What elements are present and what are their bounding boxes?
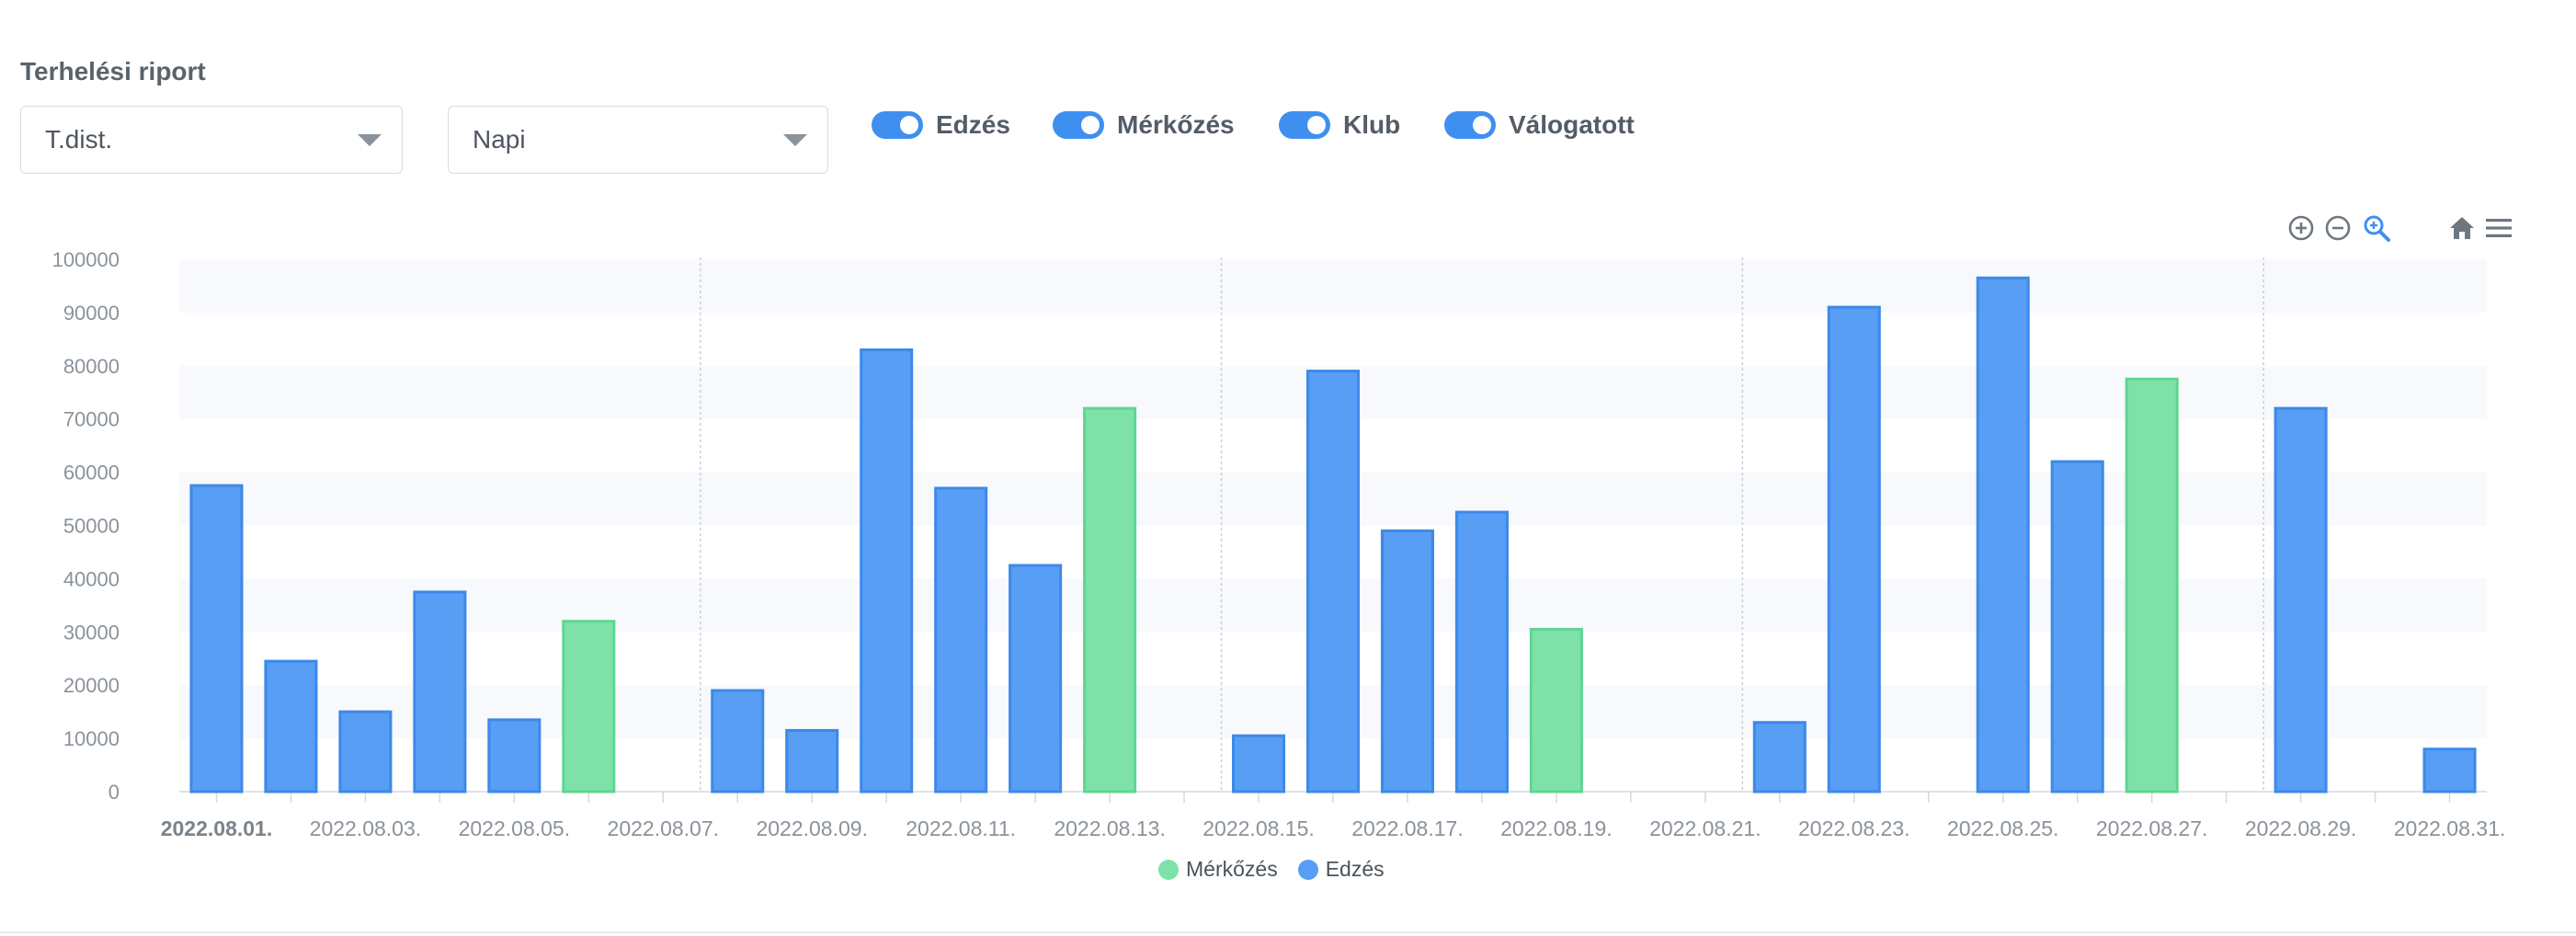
bar-2022.08.22.[interactable] — [1752, 721, 1807, 793]
divider — [0, 931, 2576, 933]
y-tick-label: 10000 — [63, 727, 120, 750]
bar-2022.08.05.[interactable] — [487, 718, 541, 793]
toggle-switch[interactable] — [1053, 111, 1104, 139]
bar-2022.08.13.[interactable] — [1083, 406, 1137, 793]
chevron-down-icon — [358, 134, 382, 146]
bar-2022.08.29.[interactable] — [2274, 406, 2328, 793]
menu-icon[interactable] — [2484, 213, 2513, 243]
period-select[interactable]: Napi — [448, 106, 828, 174]
x-tick-label: 2022.08.13. — [1054, 816, 1166, 840]
bar-2022.08.15.[interactable] — [1232, 734, 1286, 793]
toggle-knob — [900, 116, 918, 134]
zoom-in-icon[interactable] — [2286, 213, 2316, 243]
y-tick-label: 20000 — [63, 674, 120, 697]
y-tick-label: 50000 — [63, 515, 120, 538]
x-tick-label: 2022.08.21. — [1649, 816, 1761, 840]
bar-2022.08.09.[interactable] — [785, 728, 839, 793]
bar-2022.08.27.[interactable] — [2125, 377, 2179, 793]
chevron-down-icon — [783, 134, 807, 146]
x-tick-label: 2022.08.25. — [1947, 816, 2059, 840]
x-tick-label: 2022.08.11. — [906, 816, 1016, 840]
legend-marker — [1158, 859, 1179, 880]
x-tick-label: 2022.08.23. — [1798, 816, 1910, 840]
period-select-value: Napi — [473, 125, 526, 154]
y-tick-label: 90000 — [63, 302, 120, 325]
y-tick-label: 0 — [108, 781, 120, 804]
toggle-valogatott[interactable]: Válogatott — [1444, 107, 1635, 143]
zoom-out-icon[interactable] — [2323, 213, 2353, 243]
toggle-label: Klub — [1343, 110, 1401, 139]
bar-2022.08.18.[interactable] — [1454, 510, 1509, 793]
bar-2022.08.17.[interactable] — [1380, 529, 1434, 793]
toggle-label: Edzés — [936, 110, 1010, 139]
x-tick-label: 2022.08.29. — [2245, 816, 2357, 840]
legend-item-merkozes[interactable]: Mérkőzés — [1158, 857, 1278, 882]
toggle-knob — [1473, 116, 1491, 134]
chart-legend: Mérkőzés Edzés — [1158, 857, 1405, 882]
toggle-switch[interactable] — [1444, 111, 1496, 139]
toggle-klub[interactable]: Klub — [1279, 107, 1400, 143]
page-title: Terhelési riport — [20, 57, 206, 86]
bar-2022.08.19.[interactable] — [1529, 627, 1583, 793]
toggle-label: Válogatott — [1509, 110, 1635, 139]
y-tick-label: 30000 — [63, 621, 120, 644]
bar-2022.08.23.[interactable] — [1827, 305, 1881, 793]
legend-item-edzes[interactable]: Edzés — [1297, 857, 1385, 882]
bar-chart: 0 10000 20000 30000 40000 50000 60000 70000 8000… — [52, 248, 2506, 840]
x-tick-label: 2022.08.07. — [608, 816, 720, 840]
bar-2022.08.01.[interactable] — [189, 484, 244, 793]
toggle-label: Mérkőzés — [1117, 110, 1235, 139]
toggle-edzes[interactable]: Edzés — [872, 107, 1010, 143]
x-tick-label: 2022.08.31. — [2394, 816, 2506, 840]
x-tick-label: 2022.08.15. — [1203, 816, 1315, 840]
y-tick-label: 80000 — [63, 355, 120, 378]
legend-label: Mérkőzés — [1186, 857, 1278, 881]
bar-2022.08.04.[interactable] — [413, 590, 467, 793]
grid-band — [179, 259, 2487, 313]
bar-2022.08.26.[interactable] — [2050, 460, 2104, 793]
legend-marker — [1297, 859, 1318, 880]
bar-2022.08.12.[interactable] — [1009, 564, 1063, 793]
bar-2022.08.31.[interactable] — [2422, 748, 2477, 793]
metric-select[interactable]: T.dist. — [20, 106, 403, 174]
toggle-knob — [1081, 116, 1100, 134]
legend-label: Edzés — [1325, 857, 1385, 881]
y-tick-label: 60000 — [63, 462, 120, 485]
home-icon[interactable] — [2447, 213, 2477, 243]
toggle-merkozes[interactable]: Mérkőzés — [1053, 107, 1235, 143]
x-tick-label: 2022.08.17. — [1351, 816, 1464, 840]
x-tick-label: 2022.08.05. — [459, 816, 571, 840]
y-tick-label: 40000 — [63, 567, 120, 590]
bar-2022.08.02.[interactable] — [264, 659, 318, 793]
toggle-switch[interactable] — [1279, 111, 1330, 139]
y-tick-label: 100000 — [52, 248, 120, 271]
bar-2022.08.03.[interactable] — [338, 710, 393, 793]
toggle-switch[interactable] — [872, 111, 923, 139]
toggle-knob — [1307, 116, 1326, 134]
y-tick-label: 70000 — [63, 408, 120, 431]
bar-2022.08.10.[interactable] — [860, 348, 914, 793]
x-tick-label: 2022.08.19. — [1500, 816, 1613, 840]
x-tick-label: 2022.08.01. — [161, 816, 273, 840]
bar-2022.08.11.[interactable] — [934, 486, 988, 793]
bar-2022.08.06.[interactable] — [562, 620, 616, 793]
x-tick-label: 2022.08.03. — [310, 816, 422, 840]
bar-2022.08.08.[interactable] — [711, 689, 765, 793]
metric-select-value: T.dist. — [45, 125, 113, 154]
bar-2022.08.25.[interactable] — [1976, 276, 2030, 793]
bar-2022.08.16.[interactable] — [1305, 370, 1361, 793]
x-tick-label: 2022.08.27. — [2096, 816, 2208, 840]
selection-zoom-icon[interactable] — [2362, 213, 2391, 243]
x-tick-label: 2022.08.09. — [756, 816, 868, 840]
